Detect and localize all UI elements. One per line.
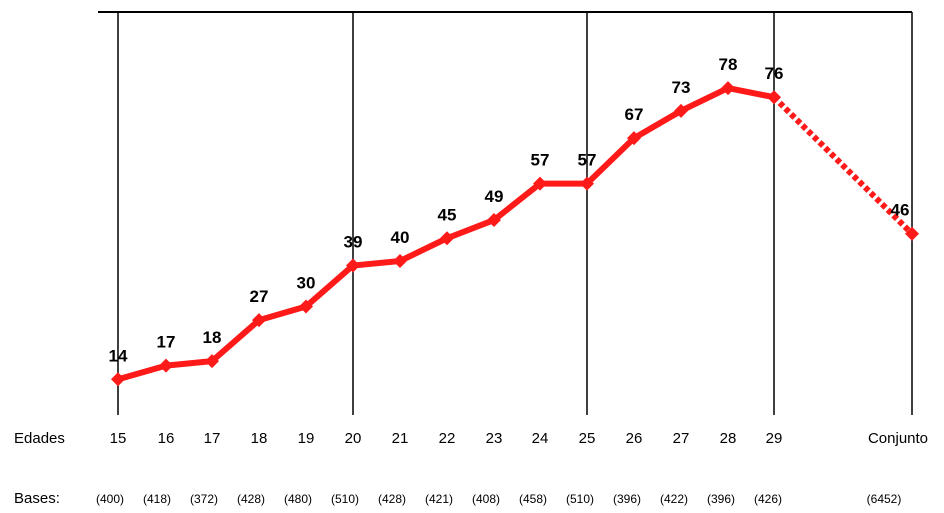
data-label-26: 67 <box>625 105 644 124</box>
data-point-Conjunto <box>905 226 919 241</box>
data-point-23 <box>487 213 501 228</box>
data-point-15 <box>111 372 125 387</box>
x-tick-20: 20 <box>345 430 362 447</box>
base-value-29: (426) <box>754 492 782 506</box>
data-label-25: 57 <box>578 151 597 170</box>
x-tick-25: 25 <box>579 430 596 447</box>
base-value-17: (372) <box>190 492 218 506</box>
x-tick-labels: 15 16 17 18 19 20 21 22 23 24 25 26 27 28 29 Conjunto <box>110 430 928 447</box>
x-tick-29: 29 <box>766 430 783 447</box>
data-point-16 <box>159 358 173 373</box>
data-point-29 <box>767 90 781 105</box>
data-point-28 <box>721 81 735 96</box>
x-tick-19: 19 <box>298 430 315 447</box>
x-tick-22: 22 <box>439 430 456 447</box>
data-point-17 <box>205 354 219 369</box>
x-tick-23: 23 <box>486 430 503 447</box>
series-line-dashed <box>771 95 915 236</box>
data-label-29: 76 <box>765 64 784 83</box>
base-value-18: (428) <box>237 492 265 506</box>
data-label-22: 45 <box>438 205 457 224</box>
x-tick-18: 18 <box>251 430 268 447</box>
data-point-20 <box>346 258 360 273</box>
data-label-19: 30 <box>297 274 316 293</box>
data-label-17: 18 <box>203 328 222 347</box>
data-label-16: 17 <box>157 333 176 352</box>
x-tick-24: 24 <box>532 430 549 447</box>
data-label-20: 39 <box>344 233 363 252</box>
base-values: (400) (418) (372) (428) (480) (510) (428) (421)… <box>96 492 901 506</box>
data-label-15: 14 <box>109 346 128 365</box>
x-tick-17: 17 <box>204 430 221 447</box>
base-value-23: (408) <box>472 492 500 506</box>
data-label-27: 73 <box>672 78 691 97</box>
data-point-19 <box>299 299 313 314</box>
data-point-18 <box>252 313 266 328</box>
data-point-21 <box>393 254 407 268</box>
bases-label: Bases: <box>14 490 60 507</box>
base-value-26: (396) <box>613 492 641 506</box>
data-label-21: 40 <box>391 228 410 247</box>
x-tick-15: 15 <box>110 430 127 447</box>
x-tick-26: 26 <box>626 430 643 447</box>
data-points <box>111 81 919 387</box>
base-value-24: (458) <box>519 492 547 506</box>
base-value-27: (422) <box>660 492 688 506</box>
data-label-23: 49 <box>485 187 504 206</box>
base-value-Conjunto: (6452) <box>867 492 902 506</box>
base-value-21: (428) <box>378 492 406 506</box>
base-value-15: (400) <box>96 492 124 506</box>
base-value-19: (480) <box>284 492 312 506</box>
x-tick-Conjunto: Conjunto <box>868 430 928 447</box>
x-tick-27: 27 <box>673 430 690 447</box>
data-label-Conjunto: 46 <box>891 201 910 220</box>
data-point-27 <box>674 103 688 118</box>
base-value-20: (510) <box>331 492 359 506</box>
x-tick-21: 21 <box>392 430 409 447</box>
x-axis-label: Edades <box>14 430 65 447</box>
series-line <box>117 85 915 383</box>
data-point-25 <box>580 176 594 191</box>
data-point-24 <box>533 176 547 191</box>
data-point-22 <box>440 231 454 246</box>
data-point-26 <box>627 131 641 146</box>
data-labels: 14 17 18 27 30 39 40 45 49 57 57 67 73 78 76 46 <box>109 55 910 365</box>
base-value-16: (418) <box>143 492 171 506</box>
vertical-separators <box>117 12 913 415</box>
base-value-25: (510) <box>566 492 594 506</box>
base-value-22: (421) <box>425 492 453 506</box>
base-value-28: (396) <box>707 492 735 506</box>
x-tick-16: 16 <box>158 430 175 447</box>
x-tick-28: 28 <box>720 430 737 447</box>
data-label-24: 57 <box>531 151 550 170</box>
data-label-18: 27 <box>250 287 269 306</box>
data-label-28: 78 <box>719 55 738 74</box>
